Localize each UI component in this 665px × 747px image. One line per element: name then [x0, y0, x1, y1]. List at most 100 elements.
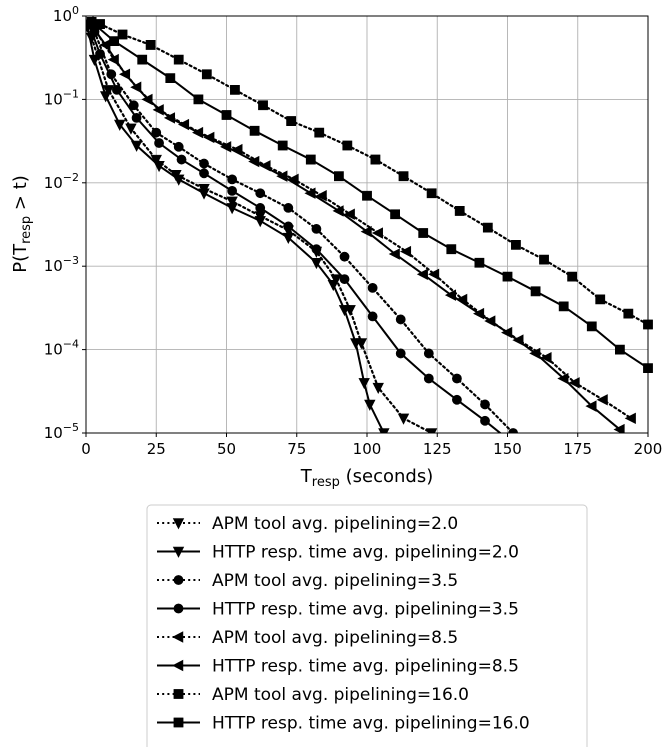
legend-marker: [172, 631, 184, 643]
series-7: [95, 19, 653, 330]
series-point: [276, 170, 288, 182]
series-point: [283, 203, 294, 213]
series-point: [395, 348, 406, 359]
series-point: [141, 93, 153, 106]
series-point: [277, 140, 288, 151]
series-point: [314, 127, 325, 138]
series-point: [333, 171, 344, 182]
series-point: [586, 321, 597, 332]
y-axis-label-rest: > t): [10, 175, 31, 216]
series-2: [86, 21, 390, 433]
series-point: [452, 394, 462, 405]
legend-entry: APM tool avg. pipelining=16.0: [157, 685, 469, 705]
series-point: [176, 154, 187, 165]
series-line: [98, 22, 650, 326]
series-point: [220, 141, 232, 153]
series-point: [226, 203, 238, 215]
series-point: [558, 301, 569, 312]
series-point: [623, 308, 634, 319]
legend-label: APM tool avg. pipelining=3.5: [212, 571, 458, 591]
series-point: [249, 125, 260, 136]
x-axis-label-sub: resp: [312, 475, 340, 490]
series-point: [338, 305, 351, 317]
series-point: [286, 116, 297, 126]
series-point: [585, 400, 597, 412]
series-layer: [86, 16, 653, 433]
legend-marker: [173, 603, 184, 614]
x-tick-label: 150: [493, 440, 522, 458]
legend-label: HTTP resp. time avg. pipelining=8.5: [212, 657, 519, 677]
series-point: [151, 127, 162, 138]
series-point: [255, 203, 266, 213]
series-point: [595, 294, 606, 305]
series-point: [145, 40, 156, 50]
series-point: [378, 428, 390, 433]
series-point: [360, 225, 372, 238]
series-point: [311, 224, 322, 234]
series-line: [87, 23, 502, 433]
series-point: [388, 248, 400, 260]
legend-marker: [172, 518, 185, 530]
series-point: [596, 394, 608, 406]
legend-entry: HTTP resp. time avg. pipelining=8.5: [157, 657, 519, 677]
x-tick-label: 75: [287, 440, 306, 458]
series-point: [305, 154, 316, 165]
x-axis-ticks: 0 25 50 75 100 125 150 175 200: [81, 433, 662, 458]
series-point: [199, 168, 209, 179]
legend-entry: APM tool avg. pipelining=3.5: [157, 571, 458, 591]
x-axis-label-main: T: [300, 466, 313, 487]
series-point: [192, 126, 204, 139]
legend-label: APM tool avg. pipelining=2.0: [212, 514, 458, 534]
series-point: [540, 351, 552, 364]
series-point: [567, 271, 578, 282]
y-tick-label: 10−1: [44, 87, 79, 108]
series-point: [102, 85, 115, 97]
legend-label: APM tool avg. pipelining=16.0: [212, 685, 469, 705]
series-point: [371, 227, 383, 239]
series-point: [364, 399, 376, 411]
series-point: [372, 382, 384, 395]
series-point: [311, 244, 322, 255]
series-point: [418, 228, 429, 238]
series-point: [125, 123, 137, 135]
x-tick-label: 25: [147, 440, 166, 458]
series-point: [454, 206, 465, 216]
x-tick-label: 100: [353, 440, 382, 458]
series-line: [93, 30, 515, 433]
series-point: [339, 274, 350, 285]
series-point: [99, 91, 112, 103]
series-point: [137, 54, 148, 65]
series-point: [395, 314, 406, 325]
series-point: [118, 68, 131, 80]
series-6: [86, 16, 625, 433]
series-point: [173, 174, 185, 186]
series-point: [399, 245, 412, 258]
series-point: [502, 271, 513, 282]
series-point: [255, 188, 266, 199]
x-tick-label: 175: [563, 440, 592, 458]
series-3: [89, 26, 519, 433]
x-tick-label: 50: [217, 440, 236, 458]
series-point: [193, 94, 204, 105]
series-point: [226, 196, 238, 208]
legend-label: APM tool avg. pipelining=8.5: [212, 628, 458, 648]
series-point: [282, 232, 295, 245]
series-point: [227, 174, 238, 185]
series-point: [557, 372, 569, 385]
series-point: [444, 289, 457, 301]
series-point: [201, 69, 212, 80]
series-point: [423, 373, 434, 384]
series-point: [342, 140, 353, 151]
series-point: [109, 36, 119, 47]
legend-entry: HTTP resp. time avg. pipelining=2.0: [157, 543, 519, 563]
series-point: [343, 208, 355, 220]
series-point: [425, 428, 438, 433]
series-point: [230, 84, 240, 95]
series-point: [480, 399, 490, 410]
series-point: [86, 16, 97, 27]
series-point: [416, 268, 428, 280]
y-tick-label: 10−3: [44, 254, 79, 275]
series-point: [428, 268, 440, 280]
series-point: [112, 84, 122, 95]
